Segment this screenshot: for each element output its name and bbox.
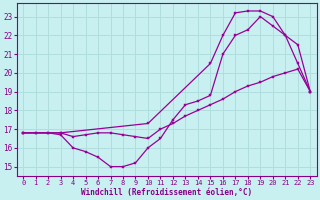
X-axis label: Windchill (Refroidissement éolien,°C): Windchill (Refroidissement éolien,°C) <box>81 188 252 197</box>
